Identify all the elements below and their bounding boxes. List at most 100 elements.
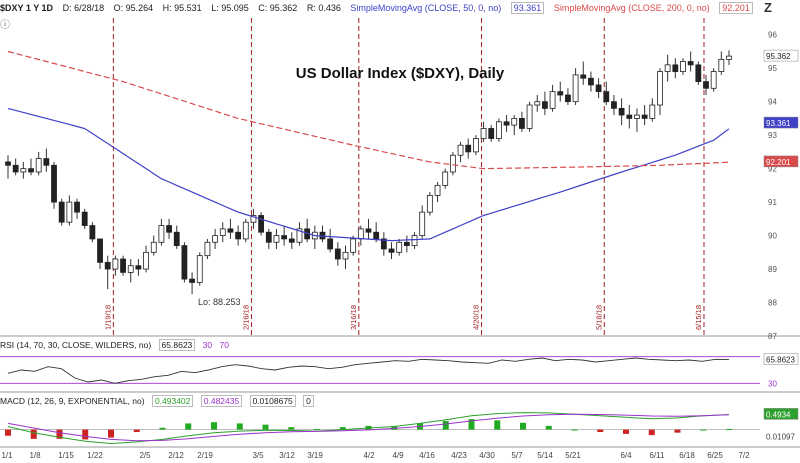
date-tick-label: 1/22 (87, 451, 103, 460)
candle-body (511, 118, 518, 126)
candle-body (357, 228, 364, 240)
high-label: H: 95.531 (162, 3, 202, 13)
chart-header: $DXY 1 Y 1D D: 6/28/18 O: 95.264 H: 95.5… (0, 0, 800, 16)
candle-body (565, 94, 571, 103)
candle-body (549, 91, 556, 109)
candle-body (158, 225, 165, 243)
candle-body (350, 238, 357, 253)
event-marker-label: 1/19/18 (103, 305, 112, 330)
range-label: R: 0.436 (306, 3, 341, 13)
sma50-label[interactable]: SimpleMovingAvg (CLOSE, 50, 0, no) (350, 3, 502, 13)
candle-body (611, 101, 617, 109)
candle-body (196, 255, 203, 283)
candle-body (127, 265, 134, 273)
candle-body (342, 251, 349, 260)
macd-diff-tag: 0.01097 (766, 433, 795, 442)
price-tag-box (763, 49, 799, 62)
candle-body (89, 225, 96, 240)
candle-body (703, 81, 709, 89)
candle-body (672, 64, 679, 72)
chart-title: US Dollar Index ($DXY), Daily (296, 65, 505, 82)
macd-histogram-bar (545, 425, 552, 430)
macd-histogram-bar (494, 420, 501, 430)
event-marker-label: 5/18/18 (594, 305, 603, 330)
candle-body (51, 164, 57, 203)
candle-body (626, 114, 633, 119)
price-tick-label: 96 (768, 31, 777, 40)
open-label: O: 95.264 (113, 3, 154, 13)
date-tick-label: 1/8 (29, 451, 41, 460)
candle-body (212, 235, 218, 243)
macd-label[interactable]: MACD (12, 26, 9, EXPONENTIAL, no) (0, 396, 145, 406)
candle-body (235, 231, 242, 240)
candle-body (634, 114, 640, 119)
info-icon[interactable]: ⓘ (0, 20, 10, 31)
price-tick-label: 93 (768, 131, 777, 140)
macd-histogram-bar (468, 419, 475, 430)
event-marker-label: 4/20/18 (472, 305, 481, 330)
candle-body (20, 168, 27, 173)
candle-body (12, 164, 19, 173)
price-tick-label: 89 (768, 265, 777, 274)
macd-value-tag-label: 0.4934 (766, 410, 791, 419)
macd-histogram-bar (56, 429, 63, 439)
candle-body (173, 231, 180, 247)
candle-body (150, 241, 157, 253)
macd-histogram-bar (185, 423, 192, 430)
candle-body (480, 128, 487, 139)
date-tick-label: 2/5 (139, 451, 151, 460)
rsi-high: 70 (219, 340, 229, 350)
candle-body (687, 61, 694, 66)
rsi-oversold-tag: 30 (768, 379, 777, 388)
candle-body (388, 248, 395, 253)
date-tick-label: 3/12 (279, 451, 295, 460)
candle-body (281, 235, 288, 240)
rsi-value-tag-label: 65.8623 (766, 355, 795, 364)
date-label: D: 6/28/18 (62, 3, 105, 13)
sma50-line (7, 107, 730, 242)
candle-body (265, 231, 272, 243)
symbol-label[interactable]: $DXY 1 Y 1D (0, 3, 54, 13)
candle-body (457, 144, 464, 156)
candle-body (28, 168, 34, 173)
date-tick-label: 6/11 (650, 451, 666, 460)
candle-body (112, 258, 119, 270)
candle-body (726, 55, 732, 60)
candle-body (5, 161, 11, 166)
macd-value-line (7, 412, 730, 445)
candle-body (449, 154, 456, 173)
candle-body (143, 251, 149, 270)
candle-body (296, 228, 303, 243)
sma200-label[interactable]: SimpleMovingAvg (CLOSE, 200, 0, no) (553, 3, 710, 13)
macd-histogram-bar (623, 429, 629, 434)
macd-histogram-bar (288, 427, 295, 430)
candle-body (618, 107, 625, 116)
candlestick-series (5, 50, 732, 295)
date-tick-label: 6/18 (679, 451, 695, 460)
sma200-value: 92.201 (719, 2, 753, 14)
candle-body (534, 101, 541, 106)
candle-body (380, 238, 387, 250)
candle-body (227, 228, 234, 233)
candle-body (426, 195, 433, 213)
macd-histogram-bar (648, 429, 655, 436)
candle-body (166, 225, 172, 233)
date-tick-label: 1/1 (1, 451, 13, 460)
candle-body (442, 171, 449, 186)
date-tick-label: 6/25 (707, 451, 723, 460)
rsi-label[interactable]: RSI (14, 70, 30, CLOSE, WILDERS, no) (0, 340, 152, 350)
price-tick-label: 92 (768, 165, 777, 174)
candle-body (557, 91, 564, 96)
candle-body (104, 261, 111, 270)
macd-histogram-bar (236, 423, 243, 430)
rsi-header: RSI (14, 70, 30, CLOSE, WILDERS, no) 65.… (0, 339, 234, 351)
candle-body (43, 158, 50, 166)
macd-histogram-bar (700, 429, 707, 431)
candle-body (327, 238, 334, 250)
macd-histogram-bar (211, 422, 217, 430)
date-tick-label: 4/23 (451, 451, 467, 460)
candle-body (595, 84, 602, 93)
macd-histogram-bar (571, 429, 578, 431)
macd-histogram-bar (108, 429, 114, 438)
candle-body (181, 245, 188, 280)
